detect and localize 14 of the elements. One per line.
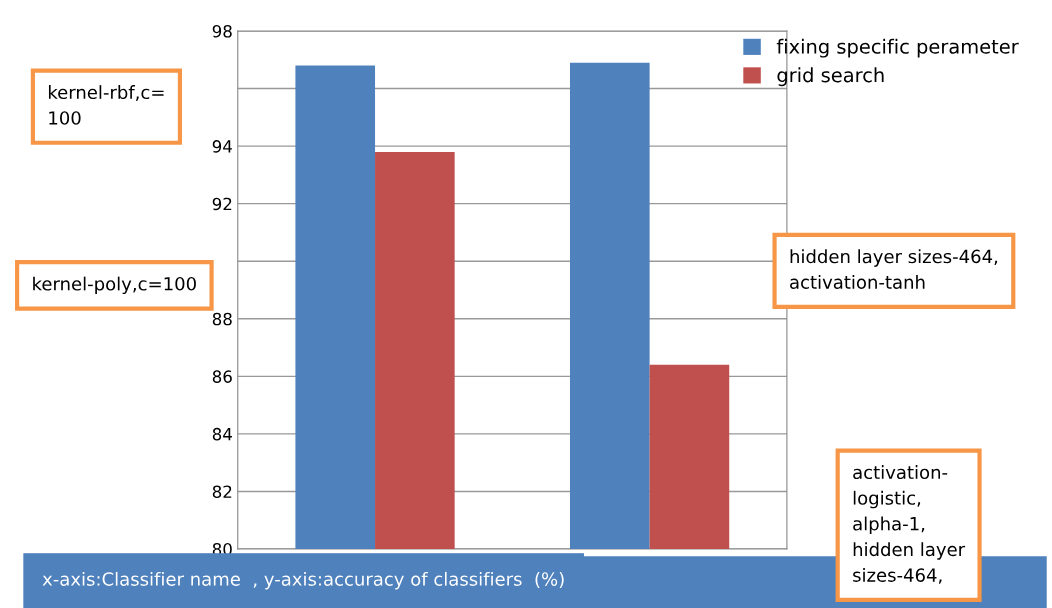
- y-tick-label: 82: [212, 485, 232, 499]
- y-tick-label: 98: [212, 24, 232, 38]
- text: kernel-rbf,c= 100: [48, 85, 164, 125]
- legend-label: fixing specific perameter: [776, 38, 1019, 58]
- y-tick-label: 88: [212, 312, 232, 326]
- text: kernel-poly,c=100: [33, 276, 196, 295]
- y-tick-label: 84: [212, 427, 232, 441]
- text: activation- logistic, alpha-1, hidden layer sizes-464,: [853, 465, 966, 584]
- text: x-axis:Classifier name , y-axis:accuracy of classifiers (%): [42, 571, 564, 590]
- text: hidden layer sizes-464, activation-tanh: [790, 249, 998, 289]
- y-tick-label: 86: [212, 370, 232, 383]
- y-tick-label: 94: [212, 140, 232, 153]
- legend-label: grid search: [777, 67, 884, 87]
- y-tick-label: 92: [212, 197, 232, 211]
